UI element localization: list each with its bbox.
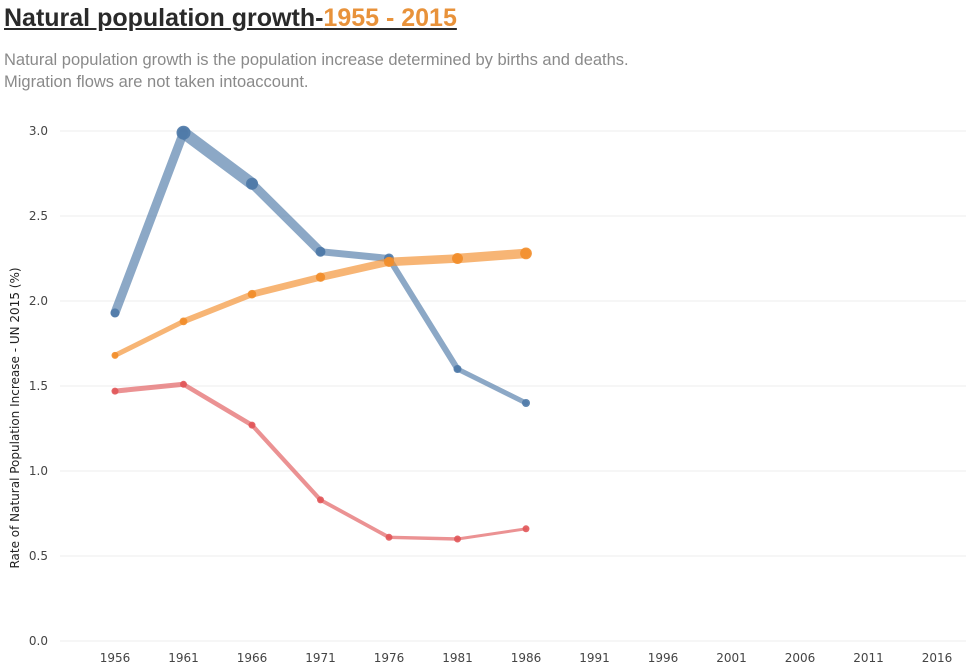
x-tick-label: 2006 — [785, 651, 816, 664]
series-orange-segment — [316, 258, 393, 282]
page-title: Natural population growth-1955 - 2015 — [4, 4, 457, 33]
series-orange-point — [315, 272, 326, 282]
series-red-segment — [112, 381, 186, 394]
x-tick-label: 1956 — [100, 651, 131, 664]
y-tick-label: 2.0 — [29, 294, 48, 308]
series-orange-point — [179, 317, 188, 326]
title-main: Natural population growth- — [4, 4, 324, 32]
series-red-point — [248, 421, 256, 429]
x-tick-label: 1981 — [442, 651, 473, 664]
series-blue-point — [176, 125, 191, 140]
x-tick-label: 1961 — [168, 651, 199, 664]
series-red-segment — [249, 423, 323, 502]
series-red-point — [522, 525, 530, 533]
x-tick-label: 2011 — [853, 651, 884, 664]
gridlines — [60, 130, 966, 642]
x-tick-label: 1966 — [237, 651, 268, 664]
series-red-segment — [181, 381, 255, 428]
series-layer — [110, 125, 532, 543]
series-red-point — [111, 387, 119, 395]
x-tick-label: 1996 — [648, 651, 679, 664]
y-tick-label: 1.5 — [29, 379, 48, 393]
x-tick-label: 1986 — [511, 651, 542, 664]
series-blue-segment — [177, 126, 258, 190]
series-orange — [111, 247, 532, 359]
series-orange-point — [247, 289, 257, 299]
series-blue-point — [453, 365, 462, 373]
y-tick-label: 0.5 — [29, 549, 48, 563]
subtitle-line-2: Migration flows are not taken intoaccoun… — [4, 73, 309, 91]
series-blue-segment — [455, 366, 529, 406]
series-orange-point — [520, 247, 532, 260]
series-red-point — [454, 535, 461, 543]
x-tick-label: 1976 — [374, 651, 405, 664]
series-red-point — [180, 380, 187, 388]
subtitle-line-1: Natural population growth is the populat… — [4, 51, 629, 69]
subtitle: Natural population growth is the populat… — [4, 49, 904, 93]
y-axis: 0.0 0.5 1.0 1.5 2.0 2.5 3.0 — [29, 124, 48, 648]
y-axis-label: Rate of Natural Population Increase - UN… — [8, 267, 22, 568]
x-tick-label: 1971 — [305, 651, 336, 664]
series-orange-segment — [248, 273, 324, 298]
series-orange-segment — [112, 318, 186, 358]
x-tick-label: 2016 — [922, 651, 953, 664]
y-tick-label: 0.0 — [29, 634, 48, 648]
series-red-segment — [456, 527, 528, 541]
y-tick-label: 1.0 — [29, 464, 48, 478]
series-blue-segment — [247, 179, 325, 257]
series-red — [111, 380, 530, 543]
series-blue-segment — [110, 128, 188, 318]
series-orange-point — [383, 256, 395, 267]
x-tick-label: 1991 — [579, 651, 610, 664]
series-blue-point — [110, 308, 120, 318]
series-blue-segment — [317, 248, 393, 262]
series-blue-point — [315, 246, 326, 257]
x-axis: 1956 1961 1966 1971 1976 1981 1986 1991 1996 2001… — [100, 651, 953, 664]
series-blue-segment — [386, 255, 461, 372]
series-red-point — [317, 496, 324, 504]
y-tick-label: 2.5 — [29, 209, 48, 223]
series-blue — [110, 125, 530, 407]
series-orange-point — [111, 351, 119, 359]
x-tick-label: 2001 — [716, 651, 747, 664]
series-orange-point — [452, 253, 463, 264]
series-orange-segment — [180, 291, 255, 325]
title-range: 1955 - 2015 — [323, 4, 457, 32]
series-red-segment — [318, 497, 391, 540]
y-tick-label: 3.0 — [29, 124, 48, 138]
series-orange-segment — [384, 254, 462, 267]
series-red-point — [385, 533, 393, 541]
series-blue-point — [246, 177, 258, 190]
series-blue-point — [522, 399, 530, 407]
series-orange-segment — [452, 248, 531, 264]
series-red-segment — [387, 535, 460, 541]
